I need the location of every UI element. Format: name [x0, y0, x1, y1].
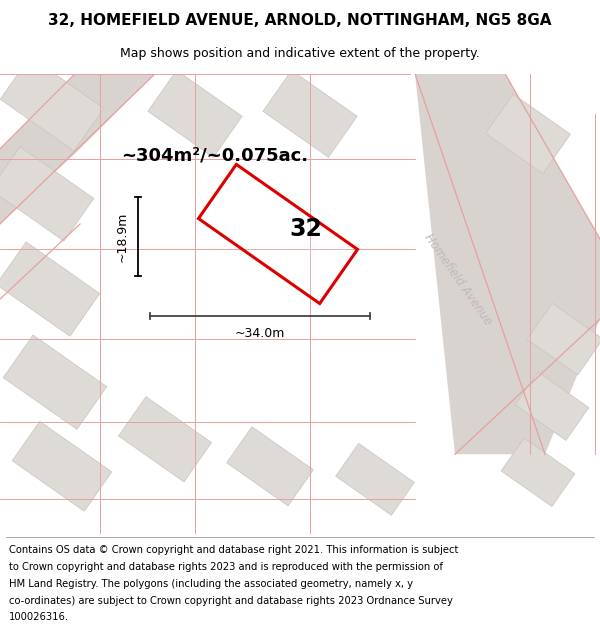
Polygon shape — [415, 74, 600, 454]
Polygon shape — [199, 164, 358, 304]
Text: Contains OS data © Crown copyright and database right 2021. This information is : Contains OS data © Crown copyright and d… — [9, 545, 458, 555]
Polygon shape — [527, 303, 600, 375]
Text: ~34.0m: ~34.0m — [235, 327, 285, 339]
Text: ~18.9m: ~18.9m — [115, 211, 128, 262]
Polygon shape — [0, 242, 100, 336]
Polygon shape — [3, 335, 107, 429]
Polygon shape — [148, 71, 242, 158]
Polygon shape — [0, 147, 94, 241]
Polygon shape — [335, 443, 415, 515]
Polygon shape — [515, 372, 589, 441]
Text: co-ordinates) are subject to Crown copyright and database rights 2023 Ordnance S: co-ordinates) are subject to Crown copyr… — [9, 596, 453, 606]
Polygon shape — [12, 421, 112, 511]
Text: to Crown copyright and database rights 2023 and is reproduced with the permissio: to Crown copyright and database rights 2… — [9, 562, 443, 572]
Text: ~304m²/~0.075ac.: ~304m²/~0.075ac. — [121, 147, 308, 165]
Polygon shape — [263, 71, 357, 158]
Polygon shape — [0, 74, 155, 224]
Polygon shape — [118, 397, 212, 482]
Text: Map shows position and indicative extent of the property.: Map shows position and indicative extent… — [120, 47, 480, 59]
Text: 32: 32 — [290, 217, 322, 241]
Polygon shape — [227, 427, 313, 506]
Polygon shape — [501, 438, 575, 506]
Text: 100026316.: 100026316. — [9, 612, 69, 622]
Text: HM Land Registry. The polygons (including the associated geometry, namely x, y: HM Land Registry. The polygons (includin… — [9, 579, 413, 589]
Polygon shape — [0, 57, 104, 151]
Polygon shape — [485, 94, 571, 174]
Text: 32, HOMEFIELD AVENUE, ARNOLD, NOTTINGHAM, NG5 8GA: 32, HOMEFIELD AVENUE, ARNOLD, NOTTINGHAM… — [48, 13, 552, 28]
Text: Homefield Avenue: Homefield Avenue — [422, 231, 494, 328]
